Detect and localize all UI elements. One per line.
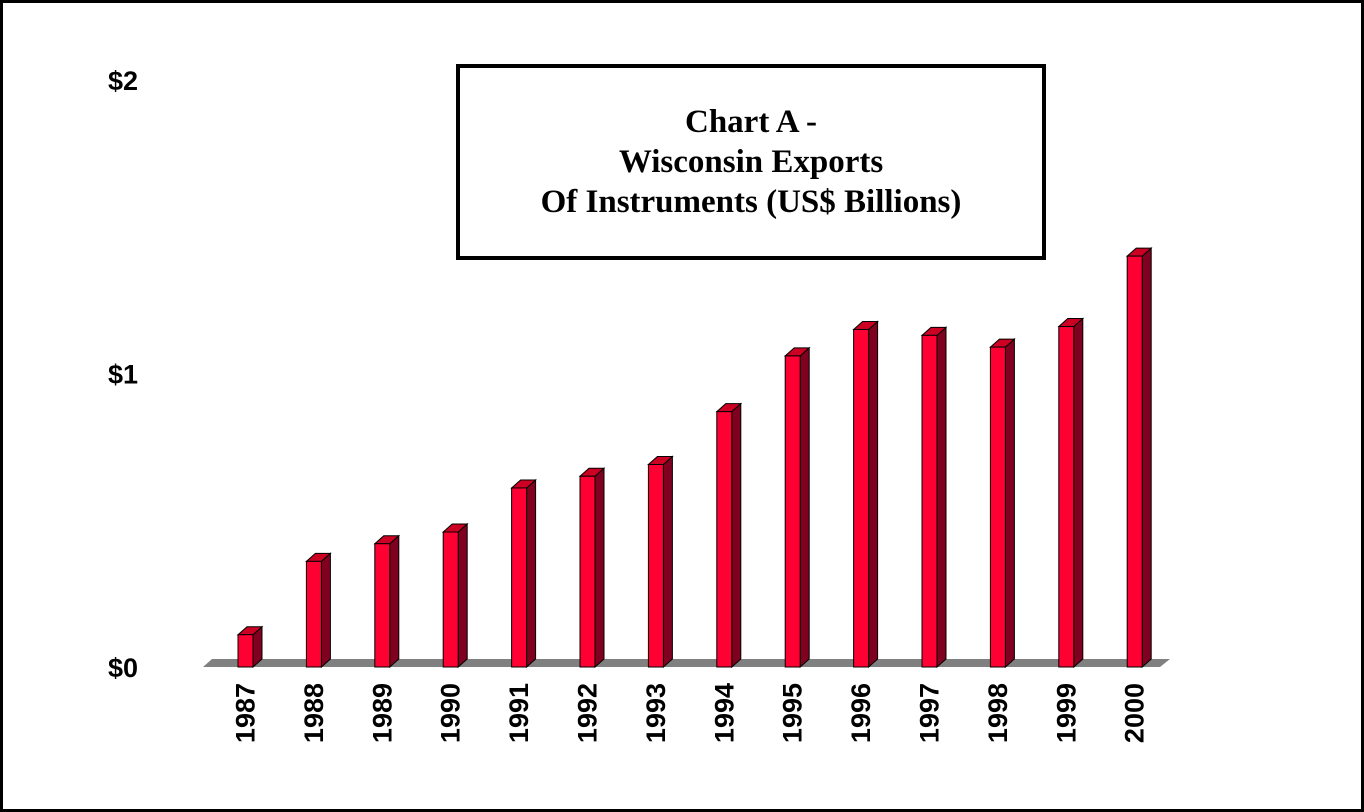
x-tick-label: 1998 xyxy=(983,683,1013,743)
bar-front xyxy=(853,328,870,668)
bar-1994 xyxy=(715,402,743,669)
bar-side xyxy=(799,346,810,669)
bar-front xyxy=(1058,326,1075,668)
x-tick-label: 2000 xyxy=(1120,683,1150,743)
bar-front xyxy=(921,334,938,668)
bar-1991 xyxy=(510,478,537,669)
bar-1990 xyxy=(441,522,469,669)
floor-plane xyxy=(203,659,1170,667)
y-tick-label: $0 xyxy=(108,653,138,683)
chart-title-line-2: Wisconsin Exports xyxy=(618,144,884,180)
y-tick-label: $1 xyxy=(108,360,138,390)
bars xyxy=(236,246,1153,669)
x-tick-label: 1995 xyxy=(778,683,808,743)
x-tick-label: 1988 xyxy=(299,683,329,743)
x-tick-label: 1987 xyxy=(231,683,261,743)
bar-front xyxy=(784,355,801,668)
bar-front xyxy=(374,543,391,668)
bar-front xyxy=(511,487,528,668)
bar-side xyxy=(320,552,331,669)
bar-side xyxy=(936,326,947,669)
x-tick-label: 1997 xyxy=(915,683,945,743)
bar-front xyxy=(442,531,459,668)
bar-front xyxy=(305,560,322,668)
bar-side xyxy=(594,467,605,669)
chart-title-line-1: Chart A - xyxy=(685,104,817,140)
chart-title-box: Chart A - Wisconsin Exports Of Instrumen… xyxy=(456,64,1046,260)
bar-front xyxy=(237,634,254,668)
x-tick-label: 1992 xyxy=(573,683,603,743)
bar-front xyxy=(716,411,733,668)
chart-floor xyxy=(203,659,1170,667)
bar-side xyxy=(1073,317,1084,669)
x-tick-label: 1990 xyxy=(436,683,466,743)
bar-side xyxy=(1004,337,1015,669)
bar-1999 xyxy=(1057,317,1085,669)
bar-2000 xyxy=(1125,246,1153,669)
bar-side xyxy=(389,534,400,669)
bar-side xyxy=(868,320,879,669)
bar-side xyxy=(662,455,673,669)
x-tick-label: 1989 xyxy=(367,683,397,743)
bar-1997 xyxy=(920,326,948,669)
bar-front xyxy=(989,346,1006,668)
y-axis-ticks: $0 $1 $2 xyxy=(108,66,138,683)
x-tick-label: 1994 xyxy=(709,683,739,743)
bar-1996 xyxy=(852,320,879,669)
y-tick-label: $2 xyxy=(108,66,138,96)
bar-front xyxy=(1126,255,1143,668)
x-axis-ticks: 1987 1988 1989 1990 1991 1992 1993 1994 1995 1996… xyxy=(231,683,1150,743)
bar-1993 xyxy=(647,455,674,669)
bar-front xyxy=(579,475,596,668)
bar-side xyxy=(457,522,468,669)
x-tick-label: 1993 xyxy=(641,683,671,743)
bar-1987 xyxy=(236,625,264,669)
bar-side xyxy=(1141,246,1152,669)
bar-side xyxy=(526,478,537,669)
bar-front xyxy=(647,463,664,668)
chart-title-line-3: Of Instruments (US$ Billions) xyxy=(540,184,962,220)
x-tick-label: 1996 xyxy=(846,683,876,743)
bar-1998 xyxy=(989,337,1016,669)
bar-1995 xyxy=(783,346,811,669)
bar-1992 xyxy=(578,467,606,669)
bar-1988 xyxy=(305,552,332,669)
x-tick-label: 1999 xyxy=(1051,683,1081,743)
bar-1989 xyxy=(373,534,401,669)
bar-side xyxy=(731,402,742,669)
x-tick-label: 1991 xyxy=(504,683,534,743)
